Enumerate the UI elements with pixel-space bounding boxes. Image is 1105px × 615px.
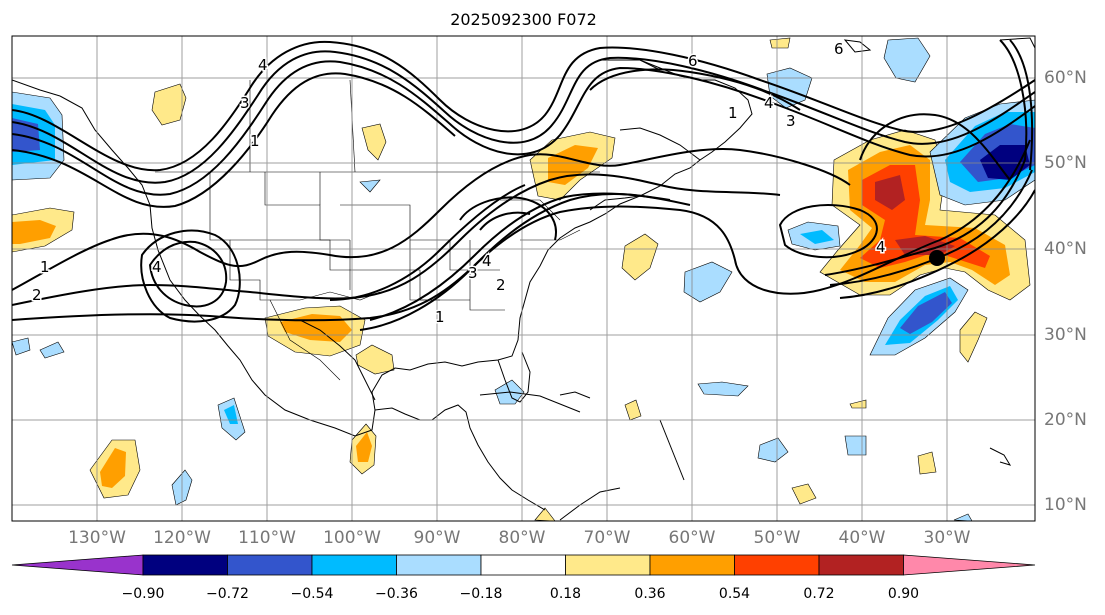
colorbar-tick-label: −0.72: [206, 586, 249, 602]
colorbar-extend-low: [11, 554, 144, 576]
contour-label: 2: [32, 286, 42, 304]
contour-label: 4: [258, 56, 268, 74]
contour-label: 4: [876, 238, 886, 256]
colorbar-bin: [649, 554, 735, 576]
contour-label-group: 1 2 1 3 4 1 4 3 6 3 4 1 2 4 4 6: [31, 39, 888, 328]
storm-center-marker: [929, 250, 945, 266]
map-frame: [11, 35, 1036, 522]
lon-label: 60°W: [668, 528, 716, 548]
contour-label: 2: [496, 276, 506, 294]
map-title: 2025092300 F072: [450, 10, 597, 29]
lat-label: 30°N: [1044, 325, 1087, 345]
colorbar-tick-label: −0.54: [290, 586, 334, 602]
colorbar-tick-label: −0.18: [459, 586, 503, 602]
lon-label: 90°W: [413, 528, 461, 548]
colorbar-tick-label: −0.36: [375, 586, 418, 602]
lon-label: 80°W: [498, 528, 546, 548]
lon-label: 110°W: [238, 528, 296, 548]
contour-label: 6: [834, 40, 844, 58]
contour-label: 1: [728, 104, 738, 122]
contour-label: 4: [764, 94, 774, 112]
contour-label: 1: [435, 308, 445, 326]
colorbar-bin: [480, 554, 566, 576]
contour-label: 3: [468, 264, 478, 282]
colorbar-tick-label: 0.54: [718, 586, 751, 602]
colorbar: [11, 554, 1036, 576]
lat-label: 40°N: [1044, 239, 1087, 259]
contour-label: 3: [240, 94, 250, 112]
contour-label: 6: [688, 52, 698, 70]
colorbar-bin: [734, 554, 820, 576]
lon-label: 130°W: [68, 528, 126, 548]
contour-label: 1: [40, 258, 50, 276]
colorbar-bin: [142, 554, 228, 576]
colorbar-extend-high: [903, 554, 1036, 576]
colorbar-bin: [227, 554, 313, 576]
colorbar-bin: [311, 554, 397, 576]
lat-label: 50°N: [1044, 153, 1087, 173]
lat-label: 60°N: [1044, 68, 1087, 88]
shaded-anomalies: [12, 37, 1035, 521]
contour-label: 3: [786, 112, 796, 130]
contour-lines: [12, 39, 1035, 331]
contour-label: 4: [152, 258, 162, 276]
colorbar-bin: [565, 554, 651, 576]
lon-label: 50°W: [753, 528, 801, 548]
colorbar-tick-label: 0.36: [634, 586, 666, 602]
colorbar-tick-label: −0.90: [121, 586, 165, 602]
lat-label: 20°N: [1044, 410, 1087, 430]
contour-label: 1: [250, 132, 260, 150]
colorbar-tick-label: 0.72: [803, 586, 835, 602]
contour-label: 4: [482, 252, 492, 270]
lon-label: 100°W: [323, 528, 381, 548]
lon-label: 30°W: [923, 528, 971, 548]
colorbar-tick-label: 0.18: [549, 586, 582, 602]
lat-label: 10°N: [1044, 495, 1087, 515]
lon-label: 70°W: [583, 528, 631, 548]
lon-label: 40°W: [838, 528, 886, 548]
colorbar-bin: [818, 554, 904, 576]
lon-label: 120°W: [153, 528, 211, 548]
colorbar-tick-label: 0.90: [887, 586, 920, 602]
colorbar-bin: [396, 554, 482, 576]
